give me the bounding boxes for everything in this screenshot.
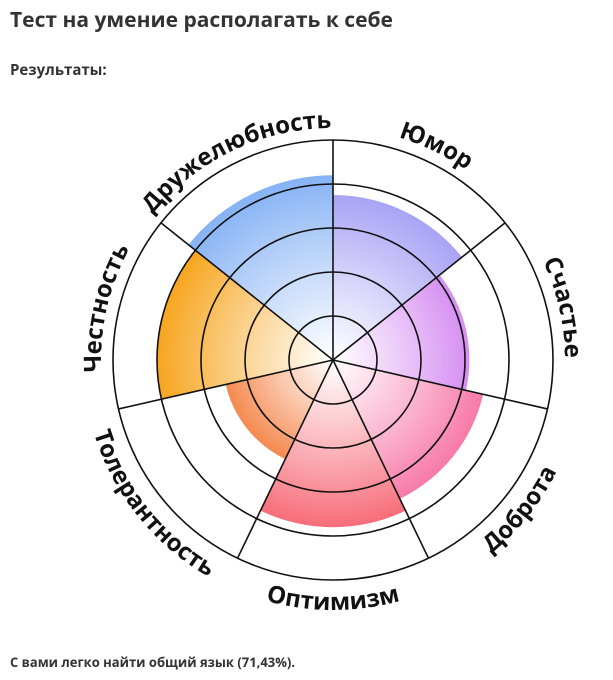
sector xyxy=(333,195,463,360)
sector xyxy=(333,274,470,391)
category-label-path: Счастье xyxy=(536,251,590,358)
spoke xyxy=(118,359,334,410)
category-label: Доброта xyxy=(475,459,564,559)
sector xyxy=(225,360,333,460)
category-label-path: Честность xyxy=(76,237,137,372)
chart: ЮморСчастьеДобротаОптимизмТолерантностьЧ… xyxy=(76,103,590,619)
category-label: Честность xyxy=(76,237,137,372)
category-label-path: Доброта xyxy=(475,459,564,559)
spoke xyxy=(160,222,334,361)
spoke xyxy=(332,359,430,559)
category-label: Счастье xyxy=(536,251,590,358)
category-label: Оптимизм xyxy=(264,577,403,619)
spoke xyxy=(332,222,506,361)
category-label-path: Толерантность xyxy=(86,425,221,584)
subtitle: Результаты: xyxy=(10,60,107,80)
category-label-path: Оптимизм xyxy=(264,577,403,619)
spoke xyxy=(236,359,334,559)
category-label: Толерантность xyxy=(86,425,221,584)
spoke xyxy=(332,359,548,410)
sector xyxy=(333,360,484,499)
result-text: С вами легко найти общий язык (71,43%). xyxy=(10,653,296,671)
page-title: Тест на умение располагать к себе xyxy=(10,6,393,34)
sector xyxy=(260,360,406,528)
